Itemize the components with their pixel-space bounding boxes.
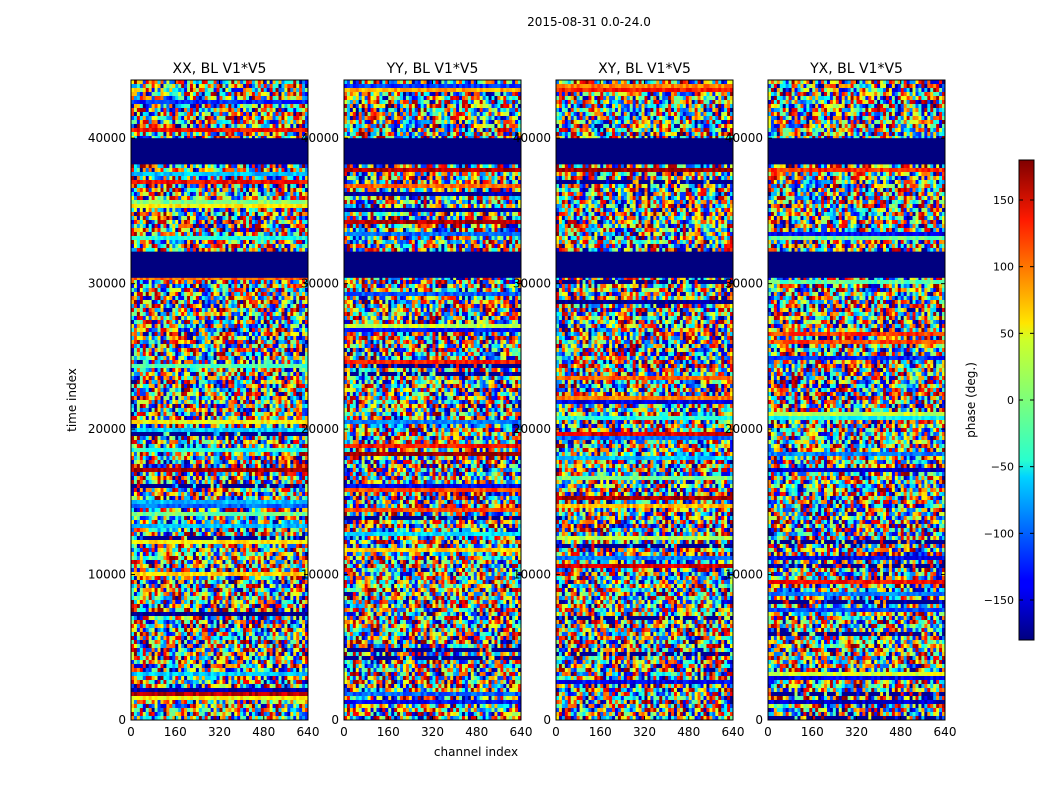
x-tick-label: 0 bbox=[340, 725, 348, 739]
panel-title: YY, BL V1*V5 bbox=[386, 61, 479, 77]
y-tick-label: 0 bbox=[118, 713, 126, 727]
flagged-band bbox=[131, 251, 308, 278]
colorbar-tick-label: −150 bbox=[984, 594, 1014, 607]
flagged-band bbox=[556, 251, 733, 278]
heatmap-panels: XX, BL V1*V5 0 160 320 480 640 0 10000 20000 3000… bbox=[88, 61, 957, 739]
panel-title: YX, BL V1*V5 bbox=[809, 61, 903, 77]
heatmap-cells bbox=[131, 80, 309, 721]
figure-title: 2015-08-31 0.0-24.0 bbox=[527, 15, 651, 29]
y-tick-label: 0 bbox=[755, 713, 763, 727]
x-tick-label: 160 bbox=[801, 725, 824, 739]
colorbar-tick-label: −50 bbox=[991, 461, 1014, 474]
x-tick-label: 160 bbox=[164, 725, 187, 739]
panel-title: XY, BL V1*V5 bbox=[598, 61, 691, 77]
y-tick-label: 30000 bbox=[301, 277, 339, 291]
y-tick-label: 40000 bbox=[513, 131, 551, 145]
y-tick-label: 10000 bbox=[725, 568, 763, 582]
flagged-band bbox=[556, 138, 733, 165]
flagged-band bbox=[344, 251, 521, 278]
flagged-band bbox=[344, 138, 521, 165]
panel-title: XX, BL V1*V5 bbox=[173, 61, 267, 77]
x-tick-label: 640 bbox=[934, 725, 957, 739]
x-tick-label: 640 bbox=[297, 725, 320, 739]
heatmap-panel: XX, BL V1*V5 0 160 320 480 640 0 10000 20000 3000… bbox=[88, 61, 320, 739]
x-tick-label: 0 bbox=[552, 725, 560, 739]
colorbar-label: phase (deg.) bbox=[964, 362, 978, 438]
y-tick-label: 30000 bbox=[725, 277, 763, 291]
x-tick-label: 320 bbox=[633, 725, 656, 739]
colorbar-tick-label: −100 bbox=[984, 527, 1014, 540]
x-tick-label: 160 bbox=[589, 725, 612, 739]
colorbar-tick-label: 0 bbox=[1007, 394, 1014, 407]
flagged-band bbox=[768, 138, 945, 165]
y-tick-label: 20000 bbox=[301, 422, 339, 436]
x-tick-label: 480 bbox=[465, 725, 488, 739]
y-tick-label: 20000 bbox=[88, 422, 126, 436]
colorbar-ticks: 150 100 50 0 −50 −100 −150 bbox=[984, 194, 1034, 607]
y-tick-label: 40000 bbox=[725, 131, 763, 145]
y-tick-label: 0 bbox=[331, 713, 339, 727]
heatmap-cells bbox=[556, 80, 734, 721]
colorbar-tick-label: 50 bbox=[1000, 327, 1014, 340]
x-tick-label: 320 bbox=[845, 725, 868, 739]
x-tick-label: 160 bbox=[377, 725, 400, 739]
y-tick-label: 0 bbox=[543, 713, 551, 727]
x-tick-label: 0 bbox=[764, 725, 772, 739]
y-tick-label: 30000 bbox=[88, 277, 126, 291]
heatmap-panel: YX, BL V1*V5 0 160 320 480 640 0 10000 20000 3000… bbox=[725, 61, 957, 739]
x-tick-label: 320 bbox=[208, 725, 231, 739]
x-axis-label: channel index bbox=[434, 745, 518, 759]
y-tick-label: 10000 bbox=[301, 568, 339, 582]
y-tick-label: 30000 bbox=[513, 277, 551, 291]
colorbar-tick-label: 100 bbox=[993, 261, 1014, 274]
y-tick-label: 40000 bbox=[88, 131, 126, 145]
heatmap-panel: YY, BL V1*V5 0 160 320 480 640 0 10000 20000 3000… bbox=[301, 61, 533, 739]
y-tick-label: 20000 bbox=[725, 422, 763, 436]
heatmap-cells bbox=[344, 80, 522, 721]
y-tick-label: 40000 bbox=[301, 131, 339, 145]
x-tick-label: 640 bbox=[722, 725, 745, 739]
x-tick-label: 320 bbox=[421, 725, 444, 739]
y-tick-label: 20000 bbox=[513, 422, 551, 436]
x-tick-label: 480 bbox=[677, 725, 700, 739]
heatmap-cells bbox=[768, 80, 946, 721]
x-tick-label: 480 bbox=[889, 725, 912, 739]
y-tick-label: 10000 bbox=[88, 568, 126, 582]
y-axis-label: time index bbox=[65, 368, 79, 432]
y-tick-label: 10000 bbox=[513, 568, 551, 582]
colorbar-tick-label: 150 bbox=[993, 194, 1014, 207]
flagged-band bbox=[131, 138, 308, 165]
x-tick-label: 640 bbox=[510, 725, 533, 739]
x-tick-label: 480 bbox=[252, 725, 275, 739]
x-tick-label: 0 bbox=[127, 725, 135, 739]
colorbar: 150 100 50 0 −50 −100 −150 phase (deg.) bbox=[964, 159, 1035, 641]
heatmap-panel: XY, BL V1*V5 0 160 320 480 640 0 10000 20000 3000… bbox=[513, 61, 745, 739]
flagged-band bbox=[768, 251, 945, 278]
